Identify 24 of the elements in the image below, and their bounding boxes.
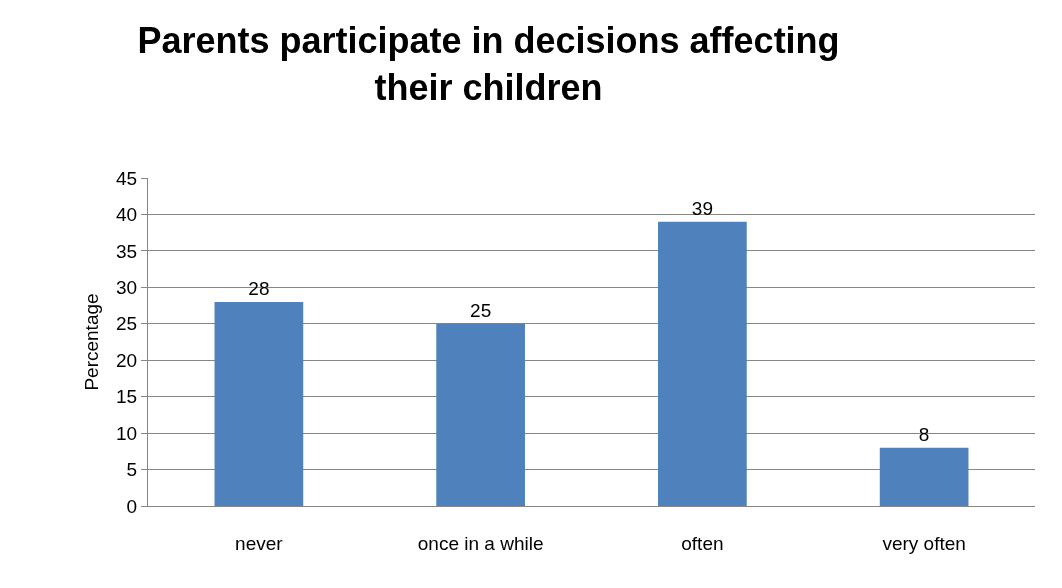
data-label: 39 (691, 197, 713, 219)
x-tick-label: very often (882, 532, 966, 554)
bar (214, 301, 304, 506)
y-tick-label: 30 (116, 276, 138, 298)
y-axis-title: Percentage (80, 293, 102, 391)
data-label: 28 (248, 277, 270, 299)
data-label: 8 (918, 423, 930, 445)
data-label: 25 (470, 299, 492, 321)
y-tick-label: 0 (126, 495, 138, 517)
y-tick-label: 15 (116, 386, 138, 408)
x-tick-label: never (235, 532, 284, 554)
bar (436, 323, 525, 506)
x-tick-label: once in a while (417, 532, 544, 554)
x-tick-label: often (681, 532, 724, 554)
y-tick-label: 5 (126, 459, 138, 481)
y-tick-label: 20 (116, 349, 138, 371)
bar (879, 447, 969, 506)
bar (658, 221, 747, 506)
y-tick-label: 35 (116, 240, 138, 262)
chart-title: Parents participate in decisions affecting their children (137, 19, 840, 108)
y-tick-label: 25 (116, 313, 138, 335)
y-tick-label: 40 (116, 204, 138, 226)
y-tick-label: 45 (116, 167, 138, 189)
y-tick-label: 10 (116, 422, 138, 444)
